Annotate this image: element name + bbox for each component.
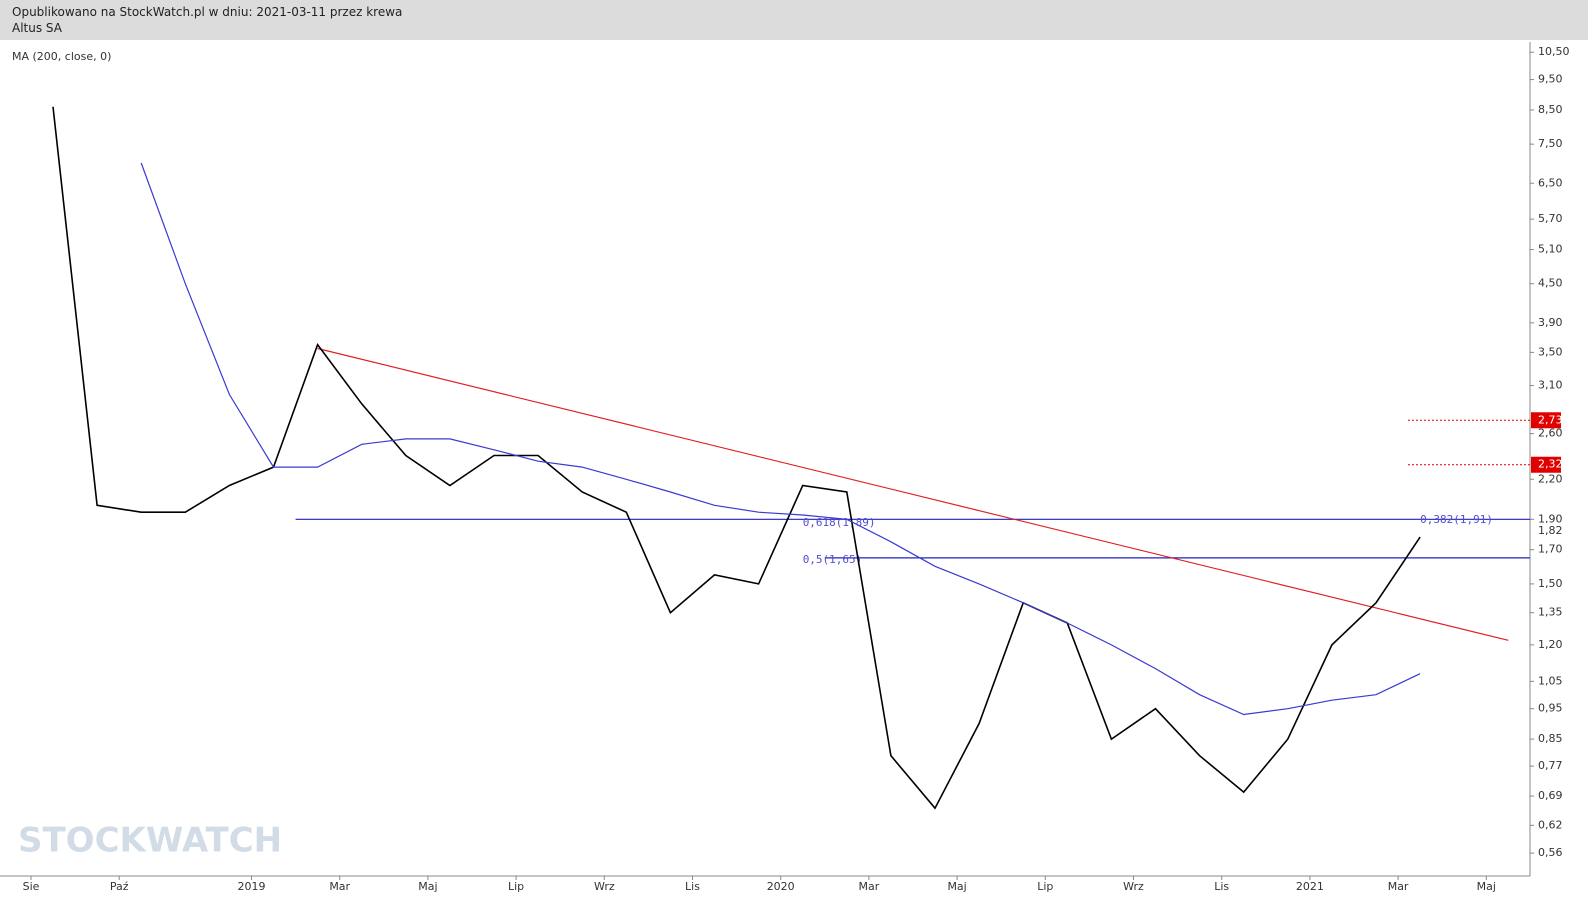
x-tick-label: Mar: [859, 880, 880, 893]
y-tick-label: 4,50: [1538, 277, 1563, 290]
price-tag: [1531, 412, 1561, 429]
price-tag-label: 2,73: [1538, 413, 1563, 426]
y-tick-label: 1,05: [1538, 674, 1563, 687]
y-tick-label: 0,85: [1538, 732, 1563, 745]
x-tick-label: Wrz: [594, 880, 615, 893]
header: Opublikowano na StockWatch.pl w dniu: 20…: [0, 0, 1588, 40]
x-tick-label: Sie: [23, 880, 40, 893]
y-tick-label: 1,90: [1538, 512, 1563, 525]
y-tick-label: 8,50: [1538, 103, 1563, 116]
y-tick-label: 3,10: [1538, 379, 1563, 392]
publish-info: Opublikowano na StockWatch.pl w dniu: 20…: [12, 5, 403, 19]
indicator-label: MA (200, close, 0): [12, 50, 111, 63]
y-tick-label: 0,56: [1538, 846, 1563, 859]
y-tick-label: 2,20: [1538, 472, 1563, 485]
x-tick-label: 2021: [1296, 880, 1324, 893]
y-tick-label: 3,50: [1538, 345, 1563, 358]
fib-label: 0,5(1,65): [803, 553, 863, 566]
x-tick-label: Lis: [685, 880, 700, 893]
y-tick-label: 0,69: [1538, 789, 1563, 802]
y-tick-label: 7,50: [1538, 137, 1563, 150]
y-tick-label: 1,35: [1538, 606, 1563, 619]
y-tick-label: 0,77: [1538, 759, 1563, 772]
watermark: STOCKWATCH: [18, 821, 282, 861]
x-tick-label: Maj: [1477, 880, 1496, 893]
x-tick-label: Mar: [329, 880, 350, 893]
y-tick-label: 0,95: [1538, 702, 1563, 715]
fib-label: 0,618(1,89): [803, 516, 876, 529]
x-tick-label: Maj: [947, 880, 966, 893]
y-tick-label: 1,50: [1538, 577, 1563, 590]
x-tick-label: Maj: [418, 880, 437, 893]
x-tick-label: Paź: [110, 880, 129, 893]
x-tick-label: Lip: [508, 880, 524, 893]
y-tick-label: 5,70: [1538, 212, 1563, 225]
ma-line: [140, 162, 1421, 716]
x-tick-label: 2020: [767, 880, 795, 893]
y-tick-label: 5,10: [1538, 243, 1563, 256]
instrument-name: Altus SA: [12, 21, 62, 35]
x-tick-label: Mar: [1388, 880, 1409, 893]
y-tick-label: 10,50: [1538, 45, 1570, 58]
x-tick-label: 2019: [238, 880, 266, 893]
trendline: [317, 347, 1509, 641]
y-tick-label: 1,20: [1538, 638, 1563, 651]
x-tick-label: Lip: [1037, 880, 1053, 893]
price-tag-label: 2,32: [1538, 458, 1563, 471]
y-tick-label: 3,90: [1538, 316, 1563, 329]
price-tag: [1531, 523, 1561, 540]
y-tick-label: 9,50: [1538, 73, 1563, 86]
fib-label: 0,382(1,91): [1420, 513, 1493, 526]
y-tick-label: 2,60: [1538, 427, 1563, 440]
price-tag: [1531, 456, 1561, 473]
y-tick-label: 6,50: [1538, 176, 1563, 189]
x-tick-label: Wrz: [1123, 880, 1144, 893]
price-line: [52, 106, 1421, 810]
price-tag-label: 1,82: [1538, 524, 1563, 537]
x-tick-label: Lis: [1214, 880, 1229, 893]
y-tick-label: 1,70: [1538, 543, 1563, 556]
y-tick-label: 0,62: [1538, 818, 1563, 831]
